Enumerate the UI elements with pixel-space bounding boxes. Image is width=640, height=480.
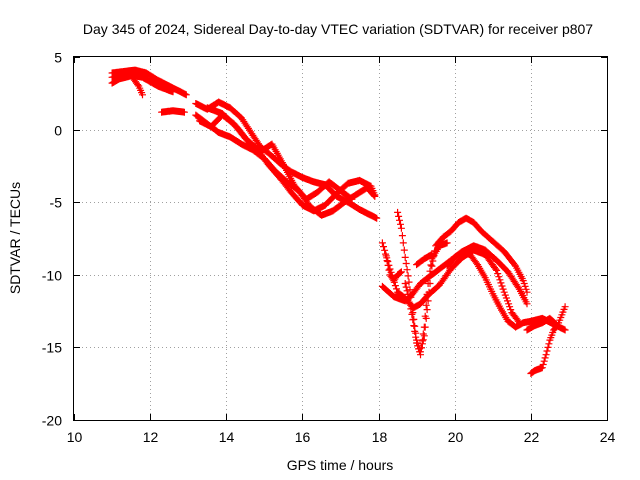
x-tick-label: 12 xyxy=(143,429,159,445)
y-axis-label: SDTVAR / TECUs xyxy=(7,182,23,294)
series-markers xyxy=(401,239,451,359)
x-tick-label: 22 xyxy=(524,429,540,445)
x-tick-label: 14 xyxy=(219,429,235,445)
series-track-m xyxy=(382,252,405,285)
x-axis-label: GPS time / hours xyxy=(287,457,394,473)
series-track-q xyxy=(527,322,561,377)
series-markers xyxy=(382,252,405,285)
chart-title: Day 345 of 2024, Sidereal Day-to-day VTE… xyxy=(83,21,593,37)
x-tick-label: 18 xyxy=(372,429,388,445)
series-track-h xyxy=(203,104,356,203)
x-tick-label: 24 xyxy=(600,429,616,445)
y-tick-label: -15 xyxy=(42,340,62,356)
series-markers xyxy=(192,98,381,222)
series-track-l xyxy=(401,239,451,359)
plot-frame xyxy=(73,56,608,421)
series-markers xyxy=(108,70,177,96)
series-markers xyxy=(394,208,531,356)
y-tick-label: -10 xyxy=(42,268,62,284)
x-tick-label: 10 xyxy=(67,429,83,445)
y-tick-label: 0 xyxy=(54,123,62,139)
x-tick-label: 20 xyxy=(448,429,464,445)
series-markers xyxy=(158,107,188,116)
series-track-a xyxy=(108,66,190,99)
data-layer xyxy=(108,66,569,377)
series-track-e xyxy=(192,98,381,222)
y-tick-label: -20 xyxy=(42,413,62,429)
series-markers xyxy=(527,322,561,377)
y-tick-label: -5 xyxy=(50,195,63,211)
series-track-k xyxy=(394,208,531,356)
x-tick-label: 16 xyxy=(295,429,311,445)
series-markers xyxy=(108,66,190,99)
series-track-n xyxy=(413,251,436,269)
tick-layer: 10 12 14 16 18 20 22 24 5 0 -5 -10 -15 -20 xyxy=(42,50,616,446)
series-markers xyxy=(203,104,356,203)
series-track-c xyxy=(108,70,177,96)
series-markers xyxy=(413,251,436,269)
y-tick-label: 5 xyxy=(54,50,62,66)
series-track-d xyxy=(158,107,188,116)
